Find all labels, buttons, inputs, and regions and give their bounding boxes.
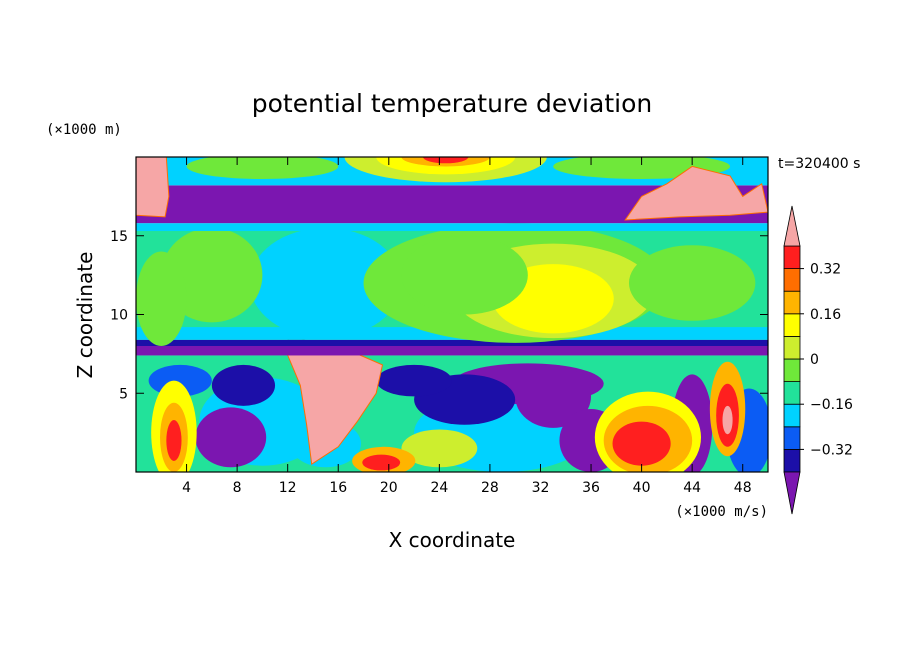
field-blob xyxy=(186,157,339,180)
field-blob xyxy=(422,157,469,164)
plot-area xyxy=(136,157,768,472)
colorbar-label: −0.32 xyxy=(810,442,853,458)
field-blob xyxy=(628,245,756,321)
x-tick-label: 4 xyxy=(182,480,191,496)
colorbar-label: 0 xyxy=(810,352,819,368)
y-unit-label: (×1000 m) xyxy=(46,122,122,138)
x-tick-label: 28 xyxy=(481,480,499,496)
x-tick-label: 32 xyxy=(532,480,550,496)
colorbar-bin xyxy=(783,448,801,473)
colorbar-bin xyxy=(783,290,801,315)
y-tick-label: 5 xyxy=(119,386,128,402)
colorbar-low-arrow xyxy=(783,471,801,515)
x-tick-label: 12 xyxy=(279,480,297,496)
field-blob xyxy=(195,407,267,468)
colorbar-bin xyxy=(783,245,801,270)
x-axis: 4 8 12 16 20 24 28 32 36 40 44 48 xyxy=(182,157,752,496)
inversion-band xyxy=(136,346,768,356)
x-tick-label: 24 xyxy=(430,480,448,496)
pink-region-top-left xyxy=(136,157,170,218)
colorbar-bin xyxy=(783,268,801,292)
x-tick-label: 36 xyxy=(582,480,600,496)
colorbar-label: 0.16 xyxy=(810,307,841,323)
field-blob xyxy=(401,235,528,315)
field-blob xyxy=(249,227,402,339)
colorbar-bin xyxy=(783,403,801,428)
x-tick-label: 48 xyxy=(734,480,752,496)
field-blob xyxy=(362,454,401,471)
x-tick-label: 20 xyxy=(380,480,398,496)
field-blob xyxy=(612,421,671,466)
colorbar-bin xyxy=(783,358,801,383)
field-blob xyxy=(515,364,592,428)
field-blob xyxy=(166,420,182,461)
field-blob xyxy=(136,251,187,346)
x-tick-label: 44 xyxy=(683,480,701,496)
x-tick-label: 8 xyxy=(233,480,242,496)
colorbar-bin xyxy=(783,381,801,405)
field-blob xyxy=(376,364,452,397)
colorbar-label: −0.16 xyxy=(810,397,853,413)
pink-region-top-right xyxy=(624,165,768,221)
chart-title: potential temperature deviation xyxy=(252,89,652,118)
inversion-edge xyxy=(136,339,768,346)
field-blob xyxy=(211,364,276,406)
x-tick-label: 40 xyxy=(633,480,651,496)
field-blob xyxy=(401,429,478,468)
colorbar-high-arrow xyxy=(783,205,801,247)
colorbar-bin xyxy=(783,426,801,450)
y-axis-label: Z coordinate xyxy=(73,252,97,379)
time-label: t=320400 s xyxy=(778,156,860,172)
colorbar-bin xyxy=(783,313,801,337)
colorbar: 0.32 0.16 0 −0.16 −0.32 xyxy=(783,205,853,515)
y-tick-label: 10 xyxy=(110,308,128,324)
colorbar-label: 0.32 xyxy=(810,262,841,278)
field-blob xyxy=(722,405,733,435)
y-axis: 5 10 15 xyxy=(110,229,768,402)
colorbar-bin xyxy=(783,335,801,360)
y-tick-label: 15 xyxy=(110,229,128,245)
x-axis-label: X coordinate xyxy=(389,528,516,552)
x-unit-label: (×1000 m/s) xyxy=(675,504,768,520)
field-band xyxy=(136,223,768,232)
x-tick-label: 16 xyxy=(329,480,347,496)
